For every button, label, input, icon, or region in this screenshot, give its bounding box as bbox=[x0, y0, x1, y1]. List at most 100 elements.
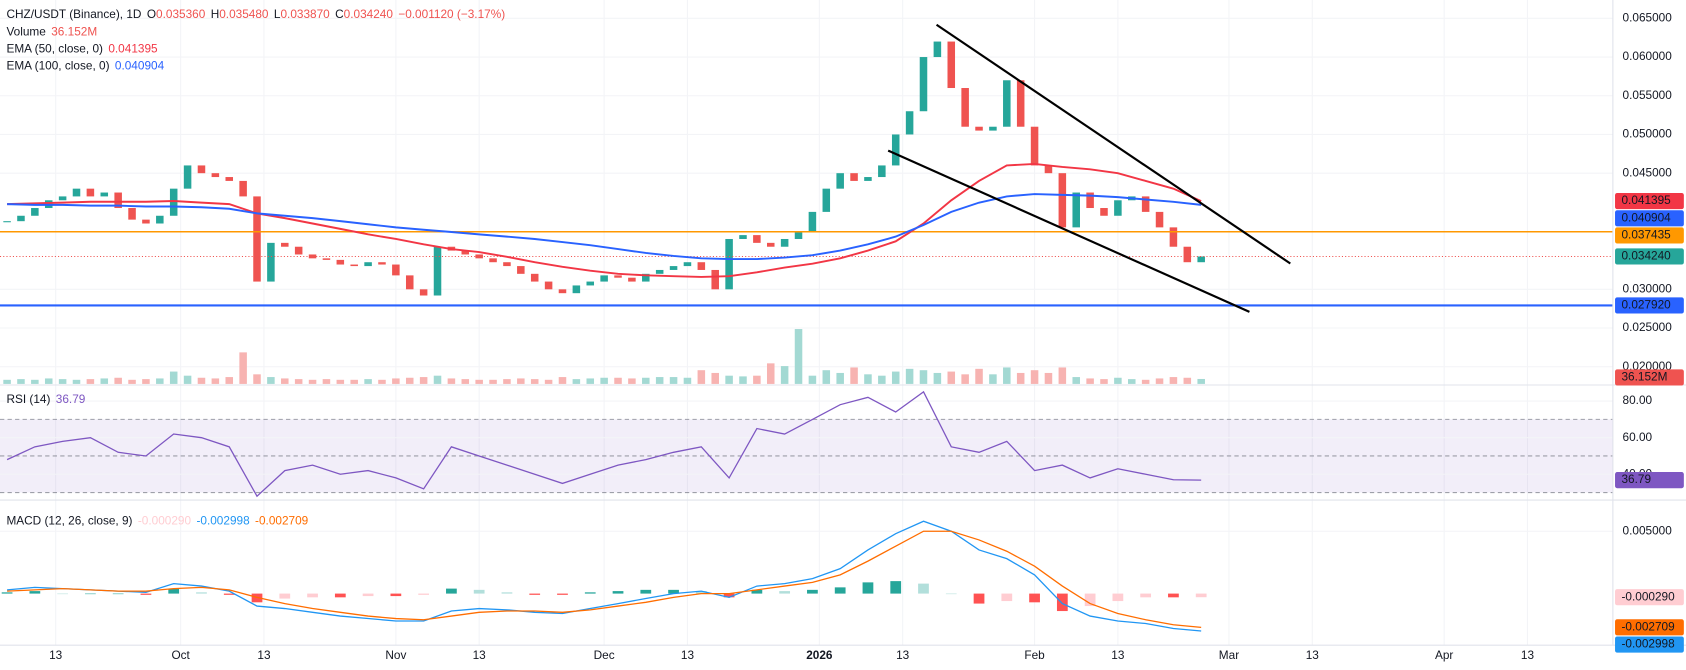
candle bbox=[517, 266, 525, 274]
x-tick-label: 13 bbox=[896, 648, 910, 662]
x-tick-label: Dec bbox=[594, 648, 615, 662]
candle bbox=[1197, 256, 1205, 263]
macd-histogram-bar bbox=[668, 589, 679, 594]
volume-bar bbox=[558, 377, 567, 384]
y-tick-label: 0.005000 bbox=[1623, 523, 1673, 537]
candle bbox=[253, 196, 261, 282]
volume-bar bbox=[766, 363, 775, 384]
x-tick-label: 13 bbox=[49, 648, 63, 662]
legend-title: CHZ/USDT (Binance), 1D bbox=[6, 7, 141, 21]
candle bbox=[72, 188, 81, 197]
y-tick-label: 0.045000 bbox=[1623, 165, 1673, 179]
candle bbox=[530, 273, 539, 282]
y-tick-label: 0.060000 bbox=[1623, 49, 1673, 63]
macd-histogram-bar bbox=[279, 593, 291, 599]
x-tick-label: 2026 bbox=[806, 648, 833, 662]
volume-bar bbox=[530, 379, 539, 384]
volume-bar bbox=[683, 377, 692, 384]
candle bbox=[183, 165, 192, 189]
volume-bar bbox=[1030, 370, 1039, 384]
macd-histogram-bar bbox=[362, 593, 374, 597]
candle bbox=[3, 221, 11, 223]
macd-histogram-bar bbox=[334, 593, 346, 598]
candle bbox=[17, 215, 25, 222]
x-tick-label: 13 bbox=[1111, 648, 1125, 662]
candle bbox=[156, 215, 164, 224]
value-tag bbox=[1615, 193, 1684, 210]
legend-key: L bbox=[274, 7, 281, 21]
trend-line[interactable] bbox=[887, 149, 1250, 313]
volume-bar bbox=[753, 375, 761, 384]
volume-bar bbox=[433, 375, 442, 384]
candle bbox=[475, 254, 483, 259]
macd-histogram-bar bbox=[1029, 593, 1040, 603]
volume-bar bbox=[1044, 372, 1053, 384]
macd-histogram-bar bbox=[640, 589, 652, 594]
volume-bar bbox=[72, 379, 81, 384]
value-tag-label: 0.037435 bbox=[1621, 228, 1671, 242]
volume-bar bbox=[1169, 377, 1178, 384]
value-tag-label: -0.002998 bbox=[1621, 637, 1675, 651]
value-tag bbox=[1615, 619, 1684, 636]
y-tick-label: 80.00 bbox=[1623, 393, 1653, 407]
x-tick-label: 13 bbox=[681, 648, 695, 662]
candle bbox=[780, 238, 789, 247]
legend: CHZ/USDT (Binance), 1D O0.035360 H0.035480… bbox=[6, 7, 505, 21]
volume-bar bbox=[1141, 379, 1150, 384]
legend-value: -0.000290 bbox=[138, 514, 192, 528]
candle bbox=[711, 269, 719, 290]
volume-bar bbox=[1086, 378, 1094, 384]
volume-bar bbox=[336, 379, 345, 384]
volume-bar bbox=[614, 377, 622, 384]
candle bbox=[128, 208, 136, 220]
legend-value: 0.041395 bbox=[108, 42, 158, 56]
trend-line[interactable] bbox=[935, 23, 1291, 265]
macd-histogram-bar bbox=[1001, 593, 1013, 602]
volume-bar bbox=[267, 377, 275, 384]
candle bbox=[378, 262, 386, 265]
volume-bar bbox=[281, 378, 289, 384]
legend-title: RSI (14) bbox=[6, 392, 50, 406]
volume-bar bbox=[822, 370, 831, 384]
x-tick-label: 13 bbox=[257, 648, 271, 662]
x-tick-label: Feb bbox=[1024, 648, 1045, 662]
macd-histogram-bar bbox=[973, 593, 985, 604]
y-tick-label: 0.020000 bbox=[1623, 359, 1673, 373]
candle bbox=[697, 262, 706, 270]
volume-bar bbox=[628, 378, 636, 384]
candle bbox=[947, 41, 956, 89]
macd-histogram-bar bbox=[501, 592, 513, 594]
value-tag-label: 0.041395 bbox=[1621, 193, 1671, 207]
candle bbox=[461, 250, 470, 255]
volume-bar bbox=[947, 371, 956, 384]
volume-bar bbox=[156, 378, 164, 384]
volume-bar bbox=[739, 376, 747, 384]
candle bbox=[58, 196, 67, 201]
volume-bar bbox=[586, 378, 595, 384]
volume-bar bbox=[1016, 372, 1025, 384]
value-tag bbox=[1615, 589, 1684, 606]
macd-histogram-bar bbox=[57, 593, 68, 595]
marks-layer bbox=[0, 41, 1613, 632]
candle bbox=[1141, 196, 1150, 212]
macd-histogram-bar bbox=[1, 592, 13, 594]
volume-bar bbox=[142, 379, 150, 384]
volume-bar bbox=[503, 379, 511, 384]
x-tick-label: Apr bbox=[1435, 648, 1453, 662]
candle bbox=[225, 177, 234, 181]
macd-histogram-bar bbox=[29, 591, 41, 594]
trend-lines[interactable] bbox=[887, 23, 1291, 313]
ema-line bbox=[7, 193, 1202, 261]
y-tick-label: 60.00 bbox=[1623, 430, 1653, 444]
volume-bar bbox=[864, 374, 872, 384]
volume-bar bbox=[961, 374, 969, 384]
volume-bar bbox=[308, 379, 317, 384]
volume-bar bbox=[642, 377, 650, 384]
macd-histogram-bar bbox=[1168, 593, 1179, 598]
volume-bar bbox=[1183, 377, 1192, 384]
macd-line bbox=[7, 520, 1202, 632]
legend: MACD (12, 26, close, 9) -0.000290 -0.00299… bbox=[6, 514, 308, 528]
candle bbox=[1044, 165, 1053, 174]
